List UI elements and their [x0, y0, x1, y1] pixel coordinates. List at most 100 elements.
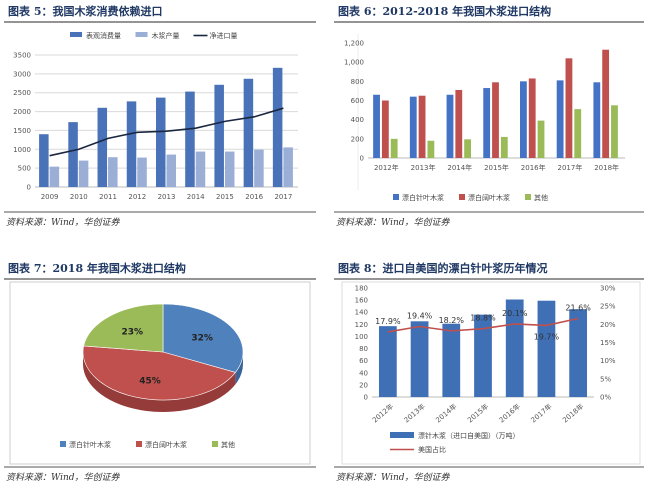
y2-tick-label: 5%: [600, 375, 611, 383]
y2-tick-label: 0%: [600, 394, 611, 402]
chart7-source: 资料来源：Wind，华创证券: [6, 472, 121, 483]
x-tick-label: 2017: [274, 193, 292, 201]
y2-tick-label: 30%: [600, 285, 616, 293]
chart7: 32% 45% 23% 漂白针叶木浆 漂白阔叶木浆 其他: [60, 303, 244, 449]
y-tick-label: 1,000: [344, 59, 364, 67]
x-tick-label: 2015年: [465, 402, 490, 425]
x-tick-label: 2018年: [561, 402, 586, 425]
pie-slice: [162, 303, 244, 373]
x-tick-label: 2016年: [497, 402, 522, 425]
legend-swatch: [390, 432, 414, 438]
legend-label: 美国占比: [418, 445, 446, 454]
y-tick-label: 1000: [13, 146, 31, 154]
x-tick-label: 2014年: [434, 402, 459, 425]
legend-label: 漂白阔叶木浆: [468, 193, 510, 202]
bar: [243, 78, 254, 187]
chart5: 0 500 1000 1500 2000 2500 3000 3500 2009 2010 2011…: [13, 31, 298, 201]
legend-label: 表观消费量: [86, 31, 121, 40]
bar: [185, 91, 195, 187]
legend-label: 漂针木浆（进口自美国）（万吨）: [418, 431, 520, 440]
legend-swatch: [525, 194, 531, 200]
x-tick-label: 2015: [216, 193, 234, 201]
bar: [390, 138, 398, 158]
x-tick-label: 2017年: [529, 402, 554, 425]
chart8-title: 图表 8：进口自美国的漂白针叶浆历年情况: [338, 261, 547, 275]
y-tick-label: 1500: [13, 127, 31, 135]
bar: [602, 49, 610, 159]
pie-label: 23%: [122, 327, 144, 337]
bar: [254, 149, 264, 187]
x-tick-label: 2014年: [447, 163, 472, 172]
bar: [519, 81, 527, 158]
y-tick-label: 600: [351, 97, 364, 105]
data-label: 17.9%: [375, 317, 401, 326]
bar: [166, 154, 177, 187]
bar: [492, 82, 499, 158]
chart8: 0 20 40 60 80 100 120 140 160 180 0% 5% 10% 15% 20% 25%…: [355, 285, 616, 455]
y2-tick-label: 25%: [600, 303, 616, 311]
y-tick-label: 40: [359, 369, 368, 377]
pie-slice: [83, 303, 164, 353]
chart7-title: 图表 7：2018 年我国木浆进口结构: [8, 261, 186, 275]
bar: [373, 94, 380, 158]
bar: [528, 78, 536, 158]
bar: [39, 134, 49, 187]
y2-tick-label: 15%: [600, 339, 616, 347]
legend-label: 漂白阔叶木浆: [145, 440, 187, 449]
bar: [442, 323, 461, 397]
chart8-source: 资料来源：Wind，华创证券: [336, 472, 451, 483]
bar: [537, 120, 545, 158]
y-tick-label: 80: [359, 345, 368, 353]
chart5-source: 资料来源：Wind，华创证券: [6, 217, 121, 228]
bar: [410, 321, 429, 397]
bar: [593, 82, 601, 158]
bar: [78, 160, 89, 187]
bar: [427, 140, 435, 158]
x-tick-label: 2014: [187, 193, 205, 201]
y-tick-label: 0: [360, 155, 364, 163]
legend-label: 木浆产量: [152, 31, 180, 40]
legend-label: 其他: [534, 193, 548, 202]
data-label: 20.1%: [502, 309, 528, 318]
x-tick-label: 2010: [70, 193, 88, 201]
x-tick-label: 2015年: [484, 163, 509, 172]
legend-label: 漂白针叶木浆: [69, 440, 111, 449]
x-tick-label: 2011: [99, 193, 117, 201]
legend-swatch: [70, 32, 82, 37]
bar: [214, 84, 224, 187]
y-tick-label: 1,200: [344, 40, 364, 48]
legend-swatch: [136, 441, 142, 447]
pie-slice-side: [235, 352, 243, 385]
y-tick-label: 0: [27, 184, 31, 192]
y-tick-label: 400: [351, 116, 364, 124]
data-label: 18.2%: [439, 316, 465, 325]
pie-slice: [82, 345, 236, 401]
data-label: 19.7%: [534, 332, 560, 341]
y-tick-label: 3000: [13, 70, 31, 78]
x-tick-label: 2013年: [402, 402, 427, 425]
data-label: 18.8%: [470, 314, 496, 323]
y-tick-label: 2000: [13, 108, 31, 116]
bar: [500, 136, 508, 158]
chart6-title: 图表 6：2012-2018 年我国木浆进口结构: [338, 4, 551, 18]
chart8-frame: [341, 281, 641, 465]
y-tick-label: 100: [355, 333, 368, 341]
bar: [68, 122, 78, 187]
x-tick-label: 2016: [245, 193, 263, 201]
bar: [137, 157, 147, 187]
bar: [378, 326, 397, 397]
y-tick-label: 800: [351, 78, 364, 86]
x-tick-label: 2017年: [558, 163, 583, 172]
series-line: [49, 107, 284, 157]
bar: [455, 89, 463, 158]
y-tick-label: 180: [355, 285, 368, 293]
bar: [483, 88, 491, 158]
data-label: 21.6%: [565, 304, 591, 313]
legend-swatch: [60, 441, 66, 447]
y-tick-label: 60: [359, 357, 368, 365]
y-tick-label: 20: [359, 381, 368, 389]
chart6: 0 200 400 600 800 1,000 1,200 2012年 2013年 2014年 20…: [344, 40, 625, 202]
bar: [409, 96, 417, 158]
chart7-frame: [9, 281, 311, 465]
